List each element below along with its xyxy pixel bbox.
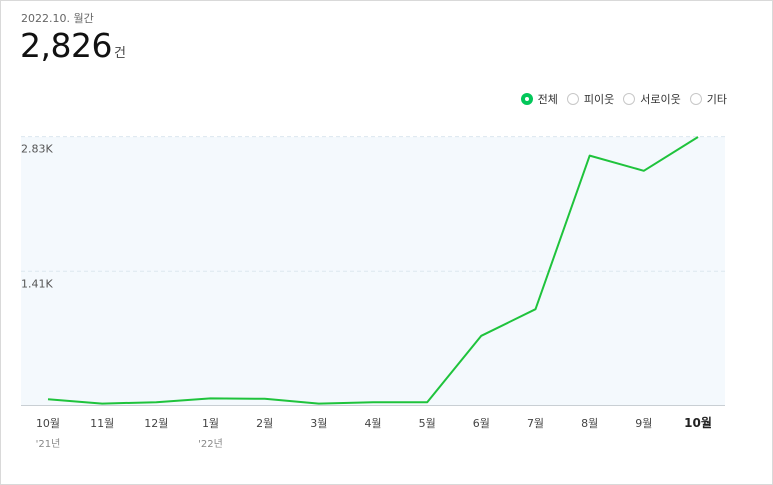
- y-tick-label: 2.83K: [21, 143, 53, 156]
- total-count-value: 2,826: [20, 26, 112, 65]
- legend-option-all[interactable]: 전체: [520, 91, 558, 107]
- radio-icon[interactable]: [623, 93, 636, 105]
- period-label: 2022.10. 월간: [21, 12, 94, 25]
- y-tick-label: 1.41K: [21, 277, 53, 290]
- x-year-label: '22년: [198, 438, 223, 450]
- legend-option-label: 기타: [706, 93, 727, 106]
- x-tick-label: 6월: [473, 417, 490, 430]
- total-count: 2,826 건: [20, 26, 126, 65]
- x-tick-label: 11월: [90, 417, 114, 430]
- x-year-label: '21년: [36, 438, 61, 450]
- x-tick-label: 10월: [684, 415, 712, 430]
- legend-option-label: 서로이웃: [640, 93, 681, 106]
- x-tick-label: 3월: [310, 417, 327, 430]
- x-tick-label: 12월: [144, 417, 168, 430]
- legend-filter: 전체 피이웃 서로이웃 기타: [520, 91, 727, 107]
- x-tick-label: 2월: [256, 417, 273, 430]
- x-tick-label: 7월: [527, 417, 544, 430]
- legend-option-neighbors[interactable]: 피이웃: [566, 91, 615, 107]
- radio-icon[interactable]: [520, 93, 533, 105]
- x-tick-label: 5월: [419, 417, 436, 430]
- x-tick-label: 10월: [36, 417, 60, 430]
- x-tick-label: 4월: [364, 417, 381, 430]
- x-tick-label: 9월: [635, 417, 652, 430]
- legend-option-other[interactable]: 기타: [689, 91, 727, 107]
- x-tick-label: 8월: [581, 417, 598, 430]
- total-count-unit: 건: [113, 46, 126, 61]
- radio-icon[interactable]: [689, 93, 702, 105]
- radio-icon[interactable]: [566, 93, 579, 105]
- x-tick-label: 1월: [202, 417, 219, 430]
- legend-option-label: 피이웃: [583, 93, 615, 106]
- legend-option-label: 전체: [537, 93, 558, 106]
- legend-option-mutual-neighbors[interactable]: 서로이웃: [623, 91, 681, 107]
- series-line: [47, 136, 699, 405]
